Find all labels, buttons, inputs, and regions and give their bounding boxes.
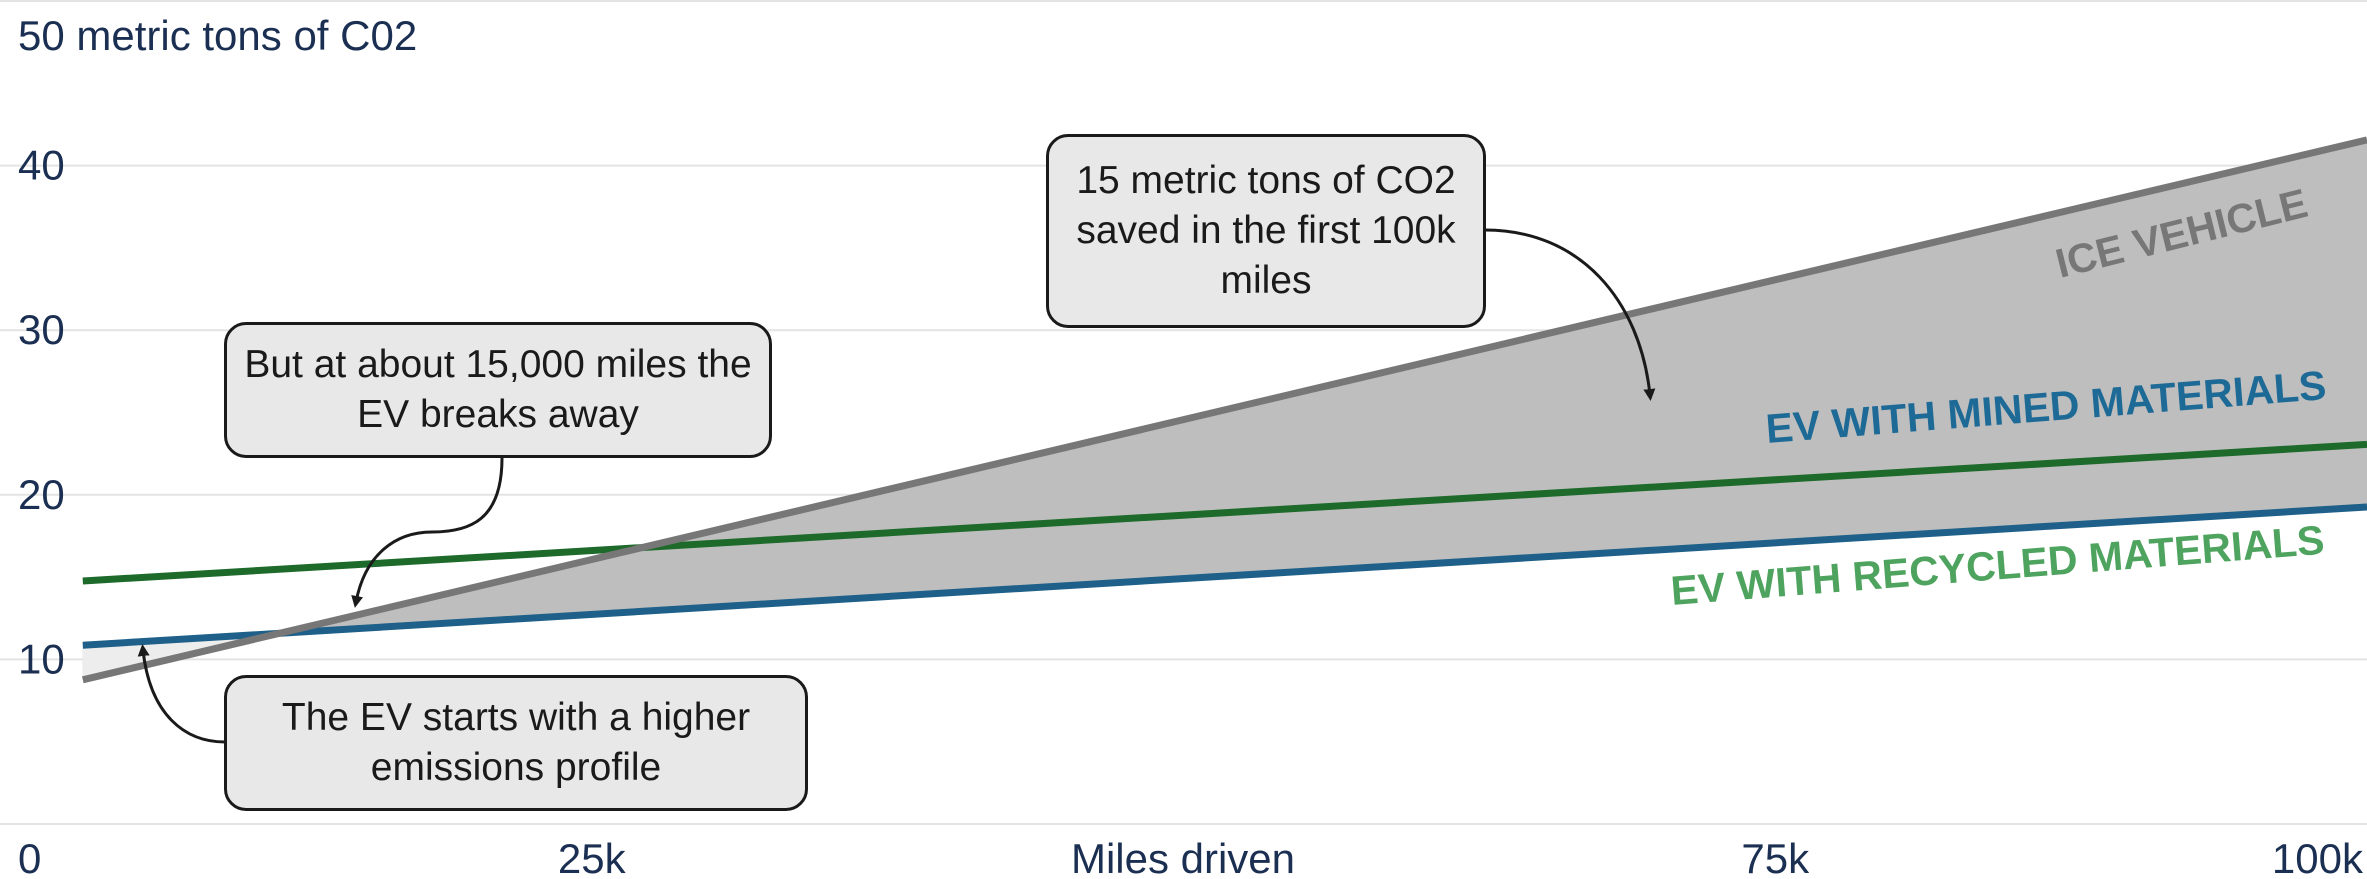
y-tick-label: 30 (18, 306, 65, 353)
y-tick-label: 40 (18, 142, 65, 189)
annotation-arrow-start (137, 644, 226, 744)
annotation-start: The EV starts with a higher emissions pr… (224, 675, 808, 811)
annotation-arrow-savings (1484, 228, 1656, 401)
annotation-breakaway: But at about 15,000 miles the EV breaks … (224, 322, 772, 458)
y-tick-label: 10 (18, 635, 65, 682)
y-tick-label: 20 (18, 471, 65, 518)
x-tick-label: 75k (1741, 835, 1810, 879)
x-axis-title: Miles driven (1071, 835, 1295, 879)
series-line-ev-with-mined-materials (82, 440, 2367, 585)
series-line-ice-vehicle (81, 136, 2367, 684)
annotation-savings: 15 metric tons of CO2 saved in the first… (1046, 134, 1486, 328)
x-tick-label: 0 (18, 835, 41, 879)
x-tick-label: 25k (558, 835, 627, 879)
series-line-ev-with-recycled-materials (82, 503, 2367, 649)
y-axis-title: 50 metric tons of C02 (18, 12, 417, 59)
x-tick-label: 100k (2272, 835, 2364, 879)
annotation-arrow-breakaway (351, 457, 504, 608)
